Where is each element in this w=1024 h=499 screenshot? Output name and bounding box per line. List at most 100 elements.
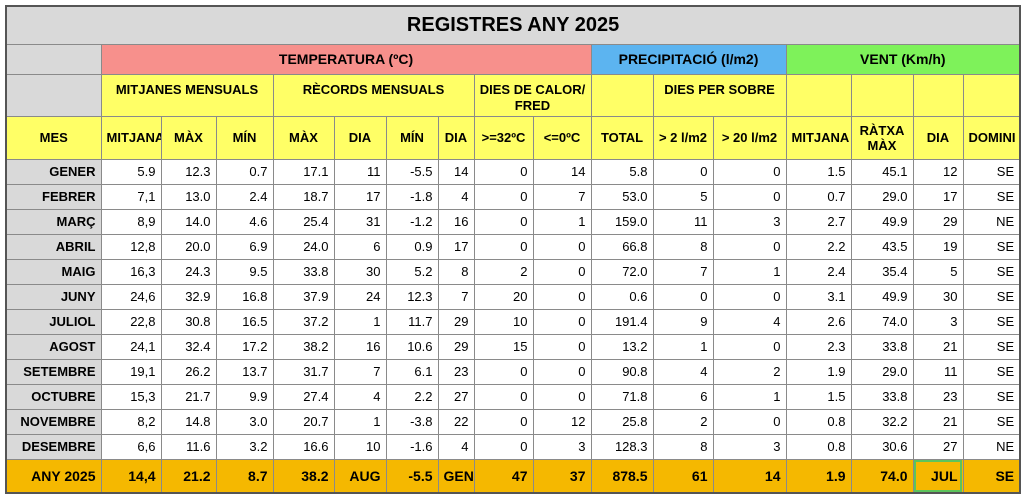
data-cell: 2 (712, 358, 787, 385)
data-cell: 17 (912, 183, 964, 210)
data-cell: 7 (652, 258, 714, 285)
data-cell: 20.0 (160, 233, 217, 260)
month-label: OCTUBRE (5, 383, 102, 410)
column-header: DIA (912, 115, 964, 160)
data-cell: 0.8 (785, 433, 852, 460)
column-header: MES (5, 115, 102, 160)
data-cell: 53.0 (590, 183, 654, 210)
data-cell: 2.2 (385, 383, 439, 410)
table-container: REGISTRES ANY 2025 TEMPERATURA (ºC) PRECIP… (5, 5, 1022, 494)
title-row: REGISTRES ANY 2025 (5, 5, 1021, 45)
data-cell: 0 (652, 283, 714, 310)
data-cell: 24 (333, 283, 387, 310)
data-row: JULIOL 22,8 30.8 16.5 37.2 1 11.7 29 10 0 191.4 9 4 2… (5, 308, 1021, 335)
data-cell: 0 (532, 358, 592, 385)
data-cell: 21.7 (160, 383, 217, 410)
data-cell: 12 (912, 158, 964, 185)
data-cell: 22,8 (100, 308, 162, 335)
total-cell: 38.2 (272, 458, 335, 494)
data-cell: 7,1 (100, 183, 162, 210)
data-cell: 9.9 (215, 383, 274, 410)
data-cell: 8 (652, 233, 714, 260)
data-cell: 12 (532, 408, 592, 435)
data-cell: 2.4 (785, 258, 852, 285)
month-label: MAIG (5, 258, 102, 285)
data-cell: 7 (333, 358, 387, 385)
month-label: JULIOL (5, 308, 102, 335)
data-cell: 128.3 (590, 433, 654, 460)
data-cell: 0 (712, 283, 787, 310)
data-cell: 25.4 (272, 208, 335, 235)
data-cell: 0.9 (385, 233, 439, 260)
weather-table: REGISTRES ANY 2025 TEMPERATURA (ºC) PRECIP… (5, 5, 1022, 494)
total-row: ANY 2025 14,4 21.2 8.7 38.2 AUG -5.5 GEN 47 37 878… (5, 458, 1021, 494)
data-cell: 23 (912, 383, 964, 410)
data-cell: 49.9 (850, 208, 914, 235)
data-cell: -1.8 (385, 183, 439, 210)
data-cell: 71.8 (590, 383, 654, 410)
data-cell: 9 (652, 308, 714, 335)
empty-cell (5, 43, 102, 75)
data-cell: 2.3 (785, 333, 852, 360)
total-cell: 37 (532, 458, 592, 494)
total-cell: 21.2 (160, 458, 217, 494)
data-cell: 3.0 (215, 408, 274, 435)
data-row: SETEMBRE 19,1 26.2 13.7 31.7 7 6.1 23 0 0 90.8 4 2 1.… (5, 358, 1021, 385)
column-header: DIA (437, 115, 475, 160)
data-cell: 0.8 (785, 408, 852, 435)
data-cell: 3.2 (215, 433, 274, 460)
data-cell: 11 (333, 158, 387, 185)
data-cell: 16.6 (272, 433, 335, 460)
data-cell: 45.1 (850, 158, 914, 185)
data-cell: 17.1 (272, 158, 335, 185)
data-cell: 29 (437, 333, 475, 360)
column-header: MÍN (385, 115, 439, 160)
data-cell: 31.7 (272, 358, 335, 385)
column-header: MÍN (215, 115, 274, 160)
data-cell: 10.6 (385, 333, 439, 360)
empty-cell (912, 73, 964, 117)
data-cell: 1 (712, 258, 787, 285)
data-cell: 1.9 (785, 358, 852, 385)
data-cell: 74.0 (850, 308, 914, 335)
data-cell: NE (962, 433, 1021, 460)
data-cell: 14 (437, 158, 475, 185)
data-cell: 1 (333, 308, 387, 335)
data-row: ABRIL 12,8 20.0 6.9 24.0 6 0.9 17 0 0 66.8 8 0 2.2 43.… (5, 233, 1021, 260)
data-cell: 4 (437, 433, 475, 460)
data-cell: 32.9 (160, 283, 217, 310)
month-label: JUNY (5, 283, 102, 310)
data-cell: 2.4 (215, 183, 274, 210)
column-header: MÀX (272, 115, 335, 160)
data-cell: 12,8 (100, 233, 162, 260)
data-cell: 22 (437, 408, 475, 435)
column-header: >=32ºC (473, 115, 534, 160)
data-cell: 3 (712, 433, 787, 460)
data-cell: 0.7 (785, 183, 852, 210)
data-cell: 0 (473, 233, 534, 260)
data-cell: 19,1 (100, 358, 162, 385)
data-cell: 24,6 (100, 283, 162, 310)
data-cell: 5.9 (100, 158, 162, 185)
data-cell: 66.8 (590, 233, 654, 260)
data-cell: 0 (712, 233, 787, 260)
data-cell: 10 (473, 308, 534, 335)
data-cell: 37.9 (272, 283, 335, 310)
header-row: MES MITJANA MÀX MÍN MÀX DIA MÍN DIA >=32ºC <=0ºC T… (5, 115, 1021, 160)
data-cell: 3.1 (785, 283, 852, 310)
column-header: TOTAL (590, 115, 654, 160)
data-cell: 26.2 (160, 358, 217, 385)
data-cell: 6.9 (215, 233, 274, 260)
data-row: FEBRER 7,1 13.0 2.4 18.7 17 -1.8 4 0 7 53.0 5 0 0.7 29… (5, 183, 1021, 210)
empty-cell (785, 73, 852, 117)
data-cell: 0 (473, 183, 534, 210)
data-cell: 33.8 (850, 383, 914, 410)
data-cell: 24.3 (160, 258, 217, 285)
data-cell: 18.7 (272, 183, 335, 210)
data-row: DESEMBRE 6,6 11.6 3.2 16.6 10 -1.6 4 0 3 128.3 8 3 0.… (5, 433, 1021, 460)
column-header: DOMINI (962, 115, 1021, 160)
group-row: TEMPERATURA (ºC) PRECIPITACIÓ (l/m2) VENT … (5, 43, 1021, 75)
data-cell: 30.8 (160, 308, 217, 335)
data-cell: 38.2 (272, 333, 335, 360)
data-cell: SE (962, 183, 1021, 210)
